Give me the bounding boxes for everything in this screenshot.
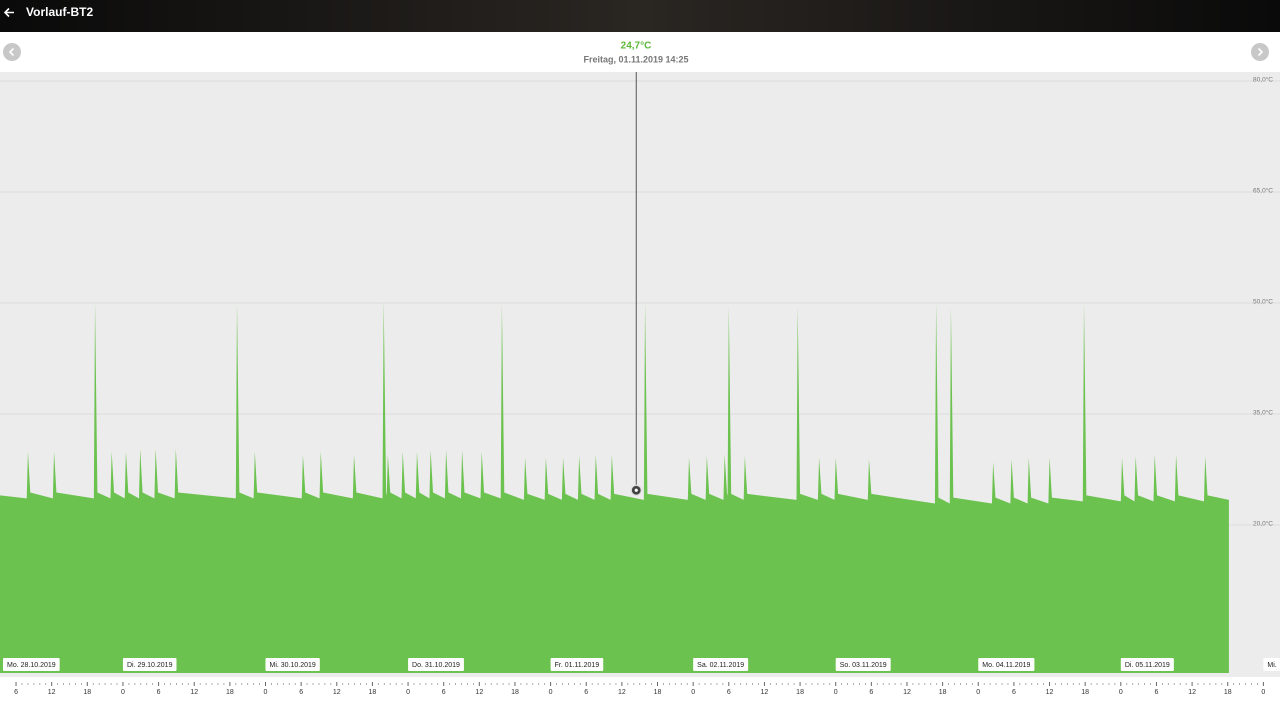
day-box bbox=[122, 658, 177, 671]
x-tick-label: 18 bbox=[369, 689, 377, 696]
day-label: So. 03.11.2019 bbox=[835, 658, 891, 671]
x-tick-label: 18 bbox=[511, 689, 519, 696]
x-tick-label: 0 bbox=[834, 689, 838, 696]
day-text: Mo. 28.10.2019 bbox=[7, 662, 56, 669]
x-tick-label: 12 bbox=[190, 689, 198, 696]
back-button[interactable] bbox=[3, 7, 14, 18]
day-label: Mi. 30.10.2019 bbox=[265, 658, 320, 671]
x-tick-label: 18 bbox=[1224, 689, 1232, 696]
x-tick-label: 0 bbox=[1261, 689, 1265, 696]
day-text: Mi. bbox=[1267, 662, 1276, 669]
day-box bbox=[835, 658, 891, 671]
x-tick-label: 6 bbox=[1155, 689, 1159, 696]
x-tick-label: 12 bbox=[761, 689, 769, 696]
x-tick-label: 12 bbox=[475, 689, 483, 696]
x-tick-label: 6 bbox=[299, 689, 303, 696]
day-box bbox=[1263, 658, 1280, 671]
x-tick-label: 0 bbox=[121, 689, 125, 696]
x-tick-label: 12 bbox=[903, 689, 911, 696]
x-tick-label: 12 bbox=[48, 689, 56, 696]
day-box bbox=[978, 658, 1035, 671]
x-tick-label: 12 bbox=[1188, 689, 1196, 696]
y-tick-label: 20,0°C bbox=[1253, 520, 1273, 528]
x-tick-label: 0 bbox=[406, 689, 410, 696]
day-text: Mi. 30.10.2019 bbox=[270, 662, 316, 669]
day-box bbox=[693, 658, 749, 671]
cursor-date: Freitag, 01.11.2019 14:25 bbox=[583, 54, 688, 64]
x-tick-label: 0 bbox=[691, 689, 695, 696]
day-label: Mo. 04.11.2019 bbox=[978, 658, 1035, 671]
next-chevron bbox=[1257, 47, 1264, 57]
x-tick-label: 18 bbox=[654, 689, 662, 696]
x-tick-label: 6 bbox=[584, 689, 588, 696]
next-button[interactable] bbox=[1251, 43, 1269, 61]
day-label: Fr. 01.11.2019 bbox=[550, 658, 604, 671]
x-tick-label: 0 bbox=[976, 689, 980, 696]
x-tick-label: 18 bbox=[1081, 689, 1089, 696]
x-tick-label: 0 bbox=[549, 689, 553, 696]
day-label: Do. 31.10.2019 bbox=[408, 658, 464, 671]
header-bar bbox=[0, 0, 1280, 32]
x-tick-label: 6 bbox=[869, 689, 873, 696]
prev-button[interactable] bbox=[3, 43, 21, 61]
day-box bbox=[265, 658, 320, 671]
day-text: So. 03.11.2019 bbox=[840, 662, 887, 669]
day-text: Fr. 01.11.2019 bbox=[555, 662, 600, 669]
day-label: Mo. 28.10.2019 bbox=[3, 658, 60, 671]
y-tick-label: 35,0°C bbox=[1253, 409, 1273, 417]
day-label: Mi. bbox=[1263, 658, 1280, 671]
prev-circle bbox=[3, 43, 21, 61]
x-tick-label: 6 bbox=[1012, 689, 1016, 696]
day-label: Di. 05.11.2019 bbox=[1120, 658, 1174, 671]
day-text: Do. 31.10.2019 bbox=[412, 662, 460, 669]
day-box bbox=[550, 658, 604, 671]
day-text: Sa. 02.11.2019 bbox=[697, 662, 744, 669]
x-tick-label: 0 bbox=[264, 689, 268, 696]
x-tick-label: 6 bbox=[727, 689, 731, 696]
prev-chevron bbox=[8, 47, 15, 57]
day-box bbox=[1120, 658, 1174, 671]
x-tick-label: 12 bbox=[1046, 689, 1054, 696]
day-label: Di. 29.10.2019 bbox=[122, 658, 177, 671]
info-bar bbox=[0, 32, 1280, 72]
x-tick-label: 6 bbox=[14, 689, 18, 696]
day-box bbox=[3, 658, 60, 671]
x-tick-label: 0 bbox=[1119, 689, 1123, 696]
x-tick-label: 12 bbox=[618, 689, 626, 696]
x-tick-label: 6 bbox=[442, 689, 446, 696]
day-box bbox=[408, 658, 464, 671]
x-tick-label: 18 bbox=[939, 689, 947, 696]
cursor-value: 24,7°C bbox=[621, 41, 652, 52]
day-text: Di. 05.11.2019 bbox=[1125, 662, 1170, 669]
time-axis bbox=[0, 677, 1280, 703]
day-label: Sa. 02.11.2019 bbox=[693, 658, 749, 671]
y-tick-label: 65,0°C bbox=[1253, 187, 1273, 195]
x-tick-label: 12 bbox=[333, 689, 341, 696]
header-title: Vorlauf-BT2 bbox=[26, 5, 93, 19]
cursor-point-center bbox=[634, 488, 638, 492]
x-tick-label: 18 bbox=[83, 689, 91, 696]
x-tick-label: 6 bbox=[157, 689, 161, 696]
x-tick-label: 18 bbox=[226, 689, 234, 696]
next-circle bbox=[1251, 43, 1269, 61]
y-tick-label: 80,0°C bbox=[1253, 76, 1273, 84]
area bbox=[0, 300, 1229, 673]
day-text: Di. 29.10.2019 bbox=[127, 662, 173, 669]
x-tick-label: 18 bbox=[796, 689, 804, 696]
day-text: Mo. 04.11.2019 bbox=[982, 662, 1030, 669]
y-tick-label: 50,0°C bbox=[1253, 298, 1273, 306]
